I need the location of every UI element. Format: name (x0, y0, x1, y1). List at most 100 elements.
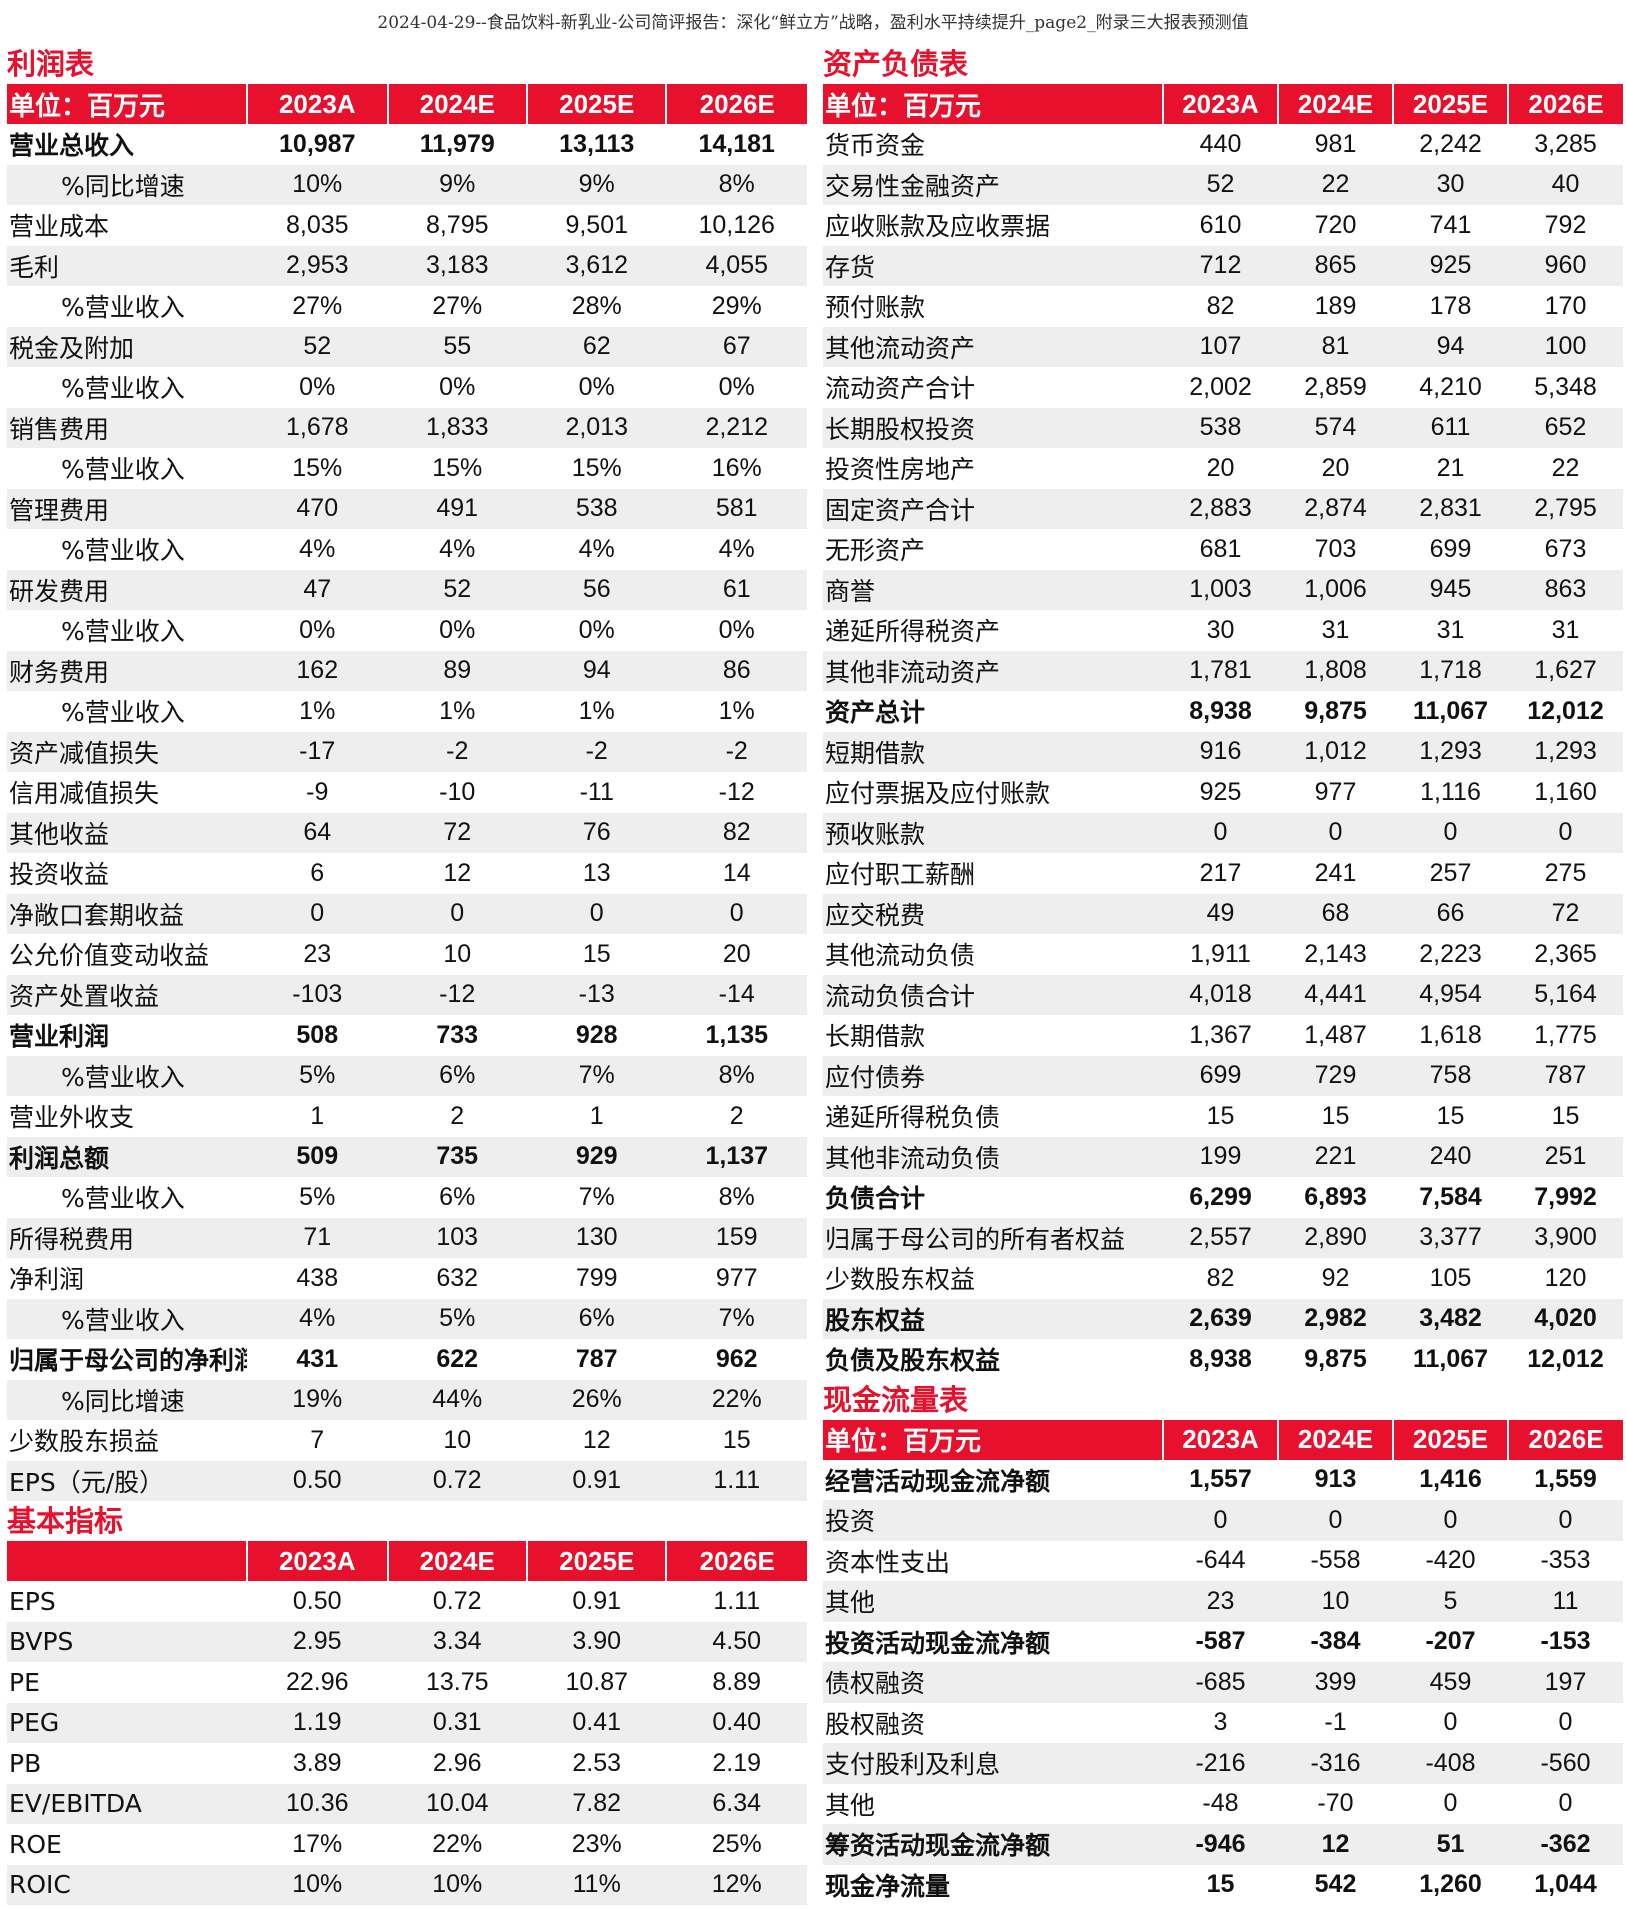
cell-value: 8% (718, 170, 755, 199)
cell-value: 240 (1429, 1142, 1472, 1171)
table-row: 资产减值损失 -17 -2 -2 -2 (7, 731, 807, 772)
row-label: 净利润 (9, 1265, 85, 1295)
row-label: 应付票据及应付账款 (825, 779, 1051, 809)
cell-value: 23 (1206, 1586, 1235, 1615)
cell-value: 0 (1558, 818, 1573, 847)
cell-value: 0% (718, 372, 755, 401)
row-label: 毛利 (9, 252, 60, 282)
cell-value: 1,012 (1304, 737, 1367, 766)
cell-value: 7% (578, 1182, 615, 1211)
right-column: 资产负债表 单位：百万元 2023A 2024E 2025E 2026E 货币资金 440… (823, 44, 1623, 1905)
cell-value: 0.31 (432, 1708, 482, 1737)
cell-value: 699 (1429, 534, 1472, 563)
cell-value: 0% (578, 372, 615, 401)
cell-value: 100 (1544, 332, 1587, 361)
left-column: 利润表 单位：百万元 2023A 2024E 2025E 2026E 营业总收入 10,9… (7, 44, 807, 1905)
table-row: 支付股利及利息 -216 -316 -408 -560 (823, 1743, 1623, 1784)
cell-value: 10% (292, 1870, 343, 1899)
cell-value: 62 (582, 332, 611, 361)
cell-value: 81 (1321, 332, 1350, 361)
cell-value: 735 (436, 1142, 479, 1171)
row-label: 其他 (825, 1588, 876, 1618)
cell-value: 52 (1206, 170, 1235, 199)
cell-value: 4% (718, 534, 755, 563)
cell-value: 3,482 (1419, 1304, 1482, 1333)
cell-value: -10 (439, 777, 476, 806)
cell-value: 538 (1199, 413, 1242, 442)
income-statement-title: 利润表 (7, 47, 95, 81)
cell-value: 14 (722, 858, 751, 887)
cell-value: 799 (575, 1263, 618, 1292)
cell-value: 12 (1321, 1829, 1350, 1858)
cell-value: 4.50 (712, 1627, 762, 1656)
cell-value: 2,143 (1304, 939, 1367, 968)
cell-value: 928 (575, 1020, 618, 1049)
cell-value: 1,006 (1304, 575, 1367, 604)
cell-value: 16% (711, 453, 762, 482)
cell-value: 56 (582, 575, 611, 604)
row-label: %营业收入 (61, 536, 185, 566)
cell-value: 15% (432, 453, 483, 482)
cell-value: 13,113 (559, 129, 635, 158)
cell-value: 7,992 (1534, 1182, 1597, 1211)
cell-value: 913 (1314, 1465, 1357, 1494)
cell-value: 15% (292, 453, 343, 482)
cell-value: 8% (718, 1061, 755, 1090)
cell-value: 9,501 (565, 210, 628, 239)
cell-value: 977 (715, 1263, 758, 1292)
row-label: BVPS (9, 1627, 74, 1657)
table-row: 营业成本 8,035 8,795 9,501 10,126 (7, 205, 807, 246)
table-row: 债权融资 -685 399 459 197 (823, 1662, 1623, 1703)
cash-flow-table: 单位：百万元 2023A 2024E 2025E 2026E 经营活动现金流净额 1,55… (823, 1419, 1623, 1906)
cell-value: 440 (1199, 129, 1242, 158)
cell-value: 7.82 (572, 1789, 622, 1818)
cell-value: 162 (296, 656, 339, 685)
cell-value: 431 (296, 1344, 339, 1373)
cell-value: -2 (585, 737, 608, 766)
cell-value: 632 (436, 1263, 479, 1292)
cell-value: -103 (292, 980, 343, 1009)
cell-value: 31 (1436, 615, 1465, 644)
cell-value: 1,718 (1419, 656, 1482, 685)
cell-value: -420 (1425, 1546, 1476, 1575)
cell-value: 10 (443, 1425, 472, 1454)
balance-sheet-table: 单位：百万元 2023A 2024E 2025E 2026E 货币资金 440 981 2,2… (823, 84, 1623, 1380)
cell-value: 20 (1321, 453, 1350, 482)
cell-value: 2.95 (292, 1627, 342, 1656)
row-label: %营业收入 (61, 293, 185, 323)
row-label: 营业利润 (9, 1022, 110, 1052)
cell-value: 1,116 (1420, 777, 1481, 806)
cell-value: 0 (1328, 818, 1343, 847)
cell-value: 3,900 (1534, 1223, 1597, 1252)
cell-value: 9% (578, 170, 615, 199)
cell-value: 11 (1552, 1586, 1579, 1615)
cell-value: 67 (722, 332, 751, 361)
cell-value: 6.34 (712, 1789, 762, 1818)
cell-value: 0 (310, 899, 325, 928)
cell-value: 459 (1429, 1667, 1472, 1696)
row-label: 应收账款及应收票据 (825, 212, 1051, 242)
cell-value: 1,678 (285, 413, 349, 442)
row-label: EPS（元/股） (9, 1467, 165, 1497)
cell-value: 0 (1328, 1505, 1343, 1534)
table-row: 其他流动负债 1,911 2,143 2,223 2,365 (823, 934, 1623, 975)
cell-value: 10% (292, 170, 343, 199)
table-row: 无形资产 681 703 699 673 (823, 529, 1623, 570)
cell-value: -9 (306, 777, 329, 806)
cell-value: 26% (571, 1385, 622, 1414)
row-label: 营业成本 (9, 212, 110, 242)
cell-value: 962 (715, 1344, 758, 1373)
row-label: 资本性支出 (825, 1547, 951, 1577)
cell-value: 29% (711, 291, 762, 320)
cell-value: 1 (310, 1101, 325, 1130)
row-label: 预付账款 (825, 293, 926, 323)
cell-value: 4,055 (705, 251, 769, 280)
cell-value: 94 (1436, 332, 1465, 361)
unit-label: 单位：百万元 (825, 1427, 982, 1457)
cell-value: 3.90 (572, 1627, 622, 1656)
table-row: 净敞口套期收益 0 0 0 0 (7, 893, 807, 934)
cell-value: 9,875 (1304, 696, 1367, 725)
cell-value: 2,557 (1189, 1223, 1252, 1252)
table-row: 存货 712 865 925 960 (823, 245, 1623, 286)
cell-value: 11% (572, 1870, 621, 1899)
